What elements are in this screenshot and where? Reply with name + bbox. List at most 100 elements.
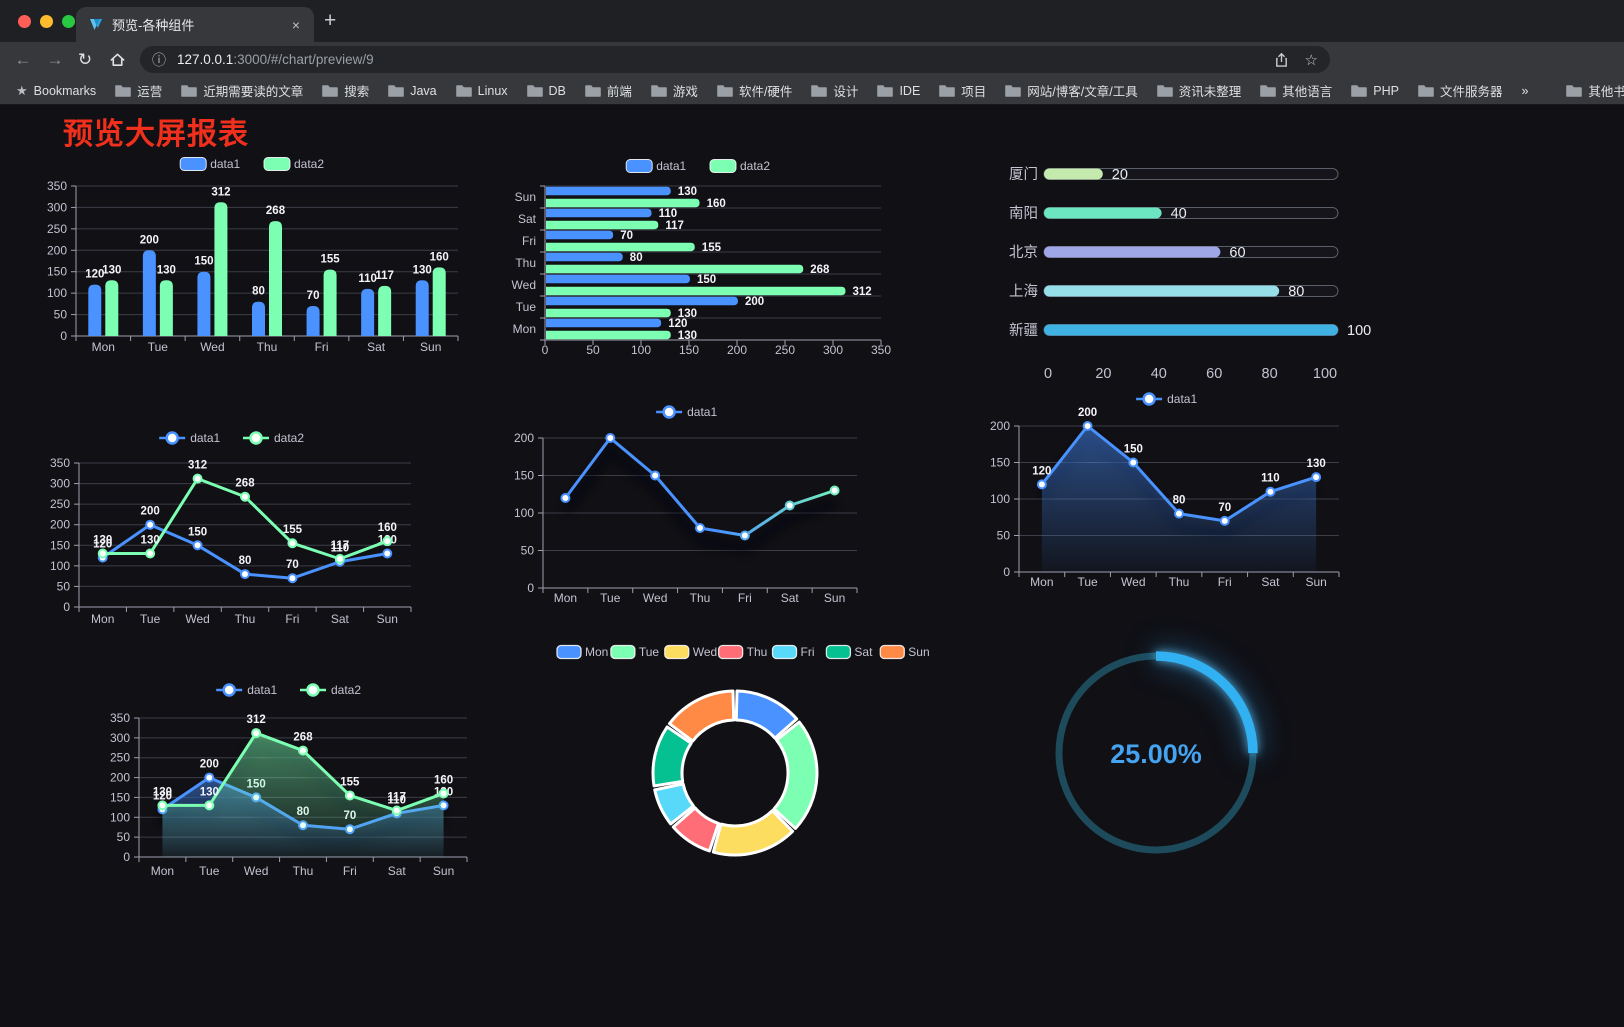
series-data1[interactable]: [560, 433, 840, 541]
back-icon[interactable]: ←: [14, 50, 32, 69]
bookmark-item[interactable]: »: [1521, 84, 1528, 98]
pie-slice-Sun[interactable]: [667, 689, 736, 743]
svg-text:南阳: 南阳: [1009, 205, 1038, 222]
svg-text:117: 117: [331, 540, 350, 552]
bookmark-item[interactable]: 运营: [115, 81, 162, 100]
legend-item-data1[interactable]: data1: [159, 431, 221, 445]
svg-text:200: 200: [745, 296, 764, 308]
chart-line-two-series[interactable]: data1 data2 0 50 100 150 200 250 300 350 Mon Tue Wed…: [45, 425, 423, 637]
svg-text:Tue: Tue: [600, 591, 621, 605]
chart-area-two-series[interactable]: data1 data2 0 50 100 150 200 250 300 350 Mon Tue Wed…: [105, 675, 477, 889]
legend-item-Mon[interactable]: Mon: [556, 644, 608, 660]
legend-item-Sat[interactable]: Sat: [825, 644, 873, 660]
progress-row-新疆[interactable]: 新疆 100: [1009, 322, 1371, 339]
progress-row-南阳[interactable]: 南阳 40: [1009, 205, 1339, 222]
bookmark-item[interactable]: 近期需要读的文章: [181, 81, 303, 100]
svg-text:130: 130: [678, 308, 697, 320]
svg-text:70: 70: [1218, 502, 1231, 514]
legend-item-Fri[interactable]: Fri: [771, 644, 815, 660]
bookmark-item[interactable]: 文件服务器: [1418, 81, 1502, 100]
home-icon[interactable]: [104, 42, 130, 77]
site-info-icon[interactable]: ⓘ: [152, 51, 166, 68]
browser-tab[interactable]: 预览-各种组件 ×: [76, 7, 314, 42]
chart-legend: data1: [656, 405, 717, 419]
legend-item-Thu[interactable]: Thu: [717, 644, 768, 660]
legend-item-data2[interactable]: data2: [263, 157, 324, 171]
bookmark-item[interactable]: 软件/硬件: [717, 81, 792, 100]
legend-item-Wed[interactable]: Wed: [664, 644, 717, 660]
chart-horizontal-bar[interactable]: data1 data2 Mon Tue Wed Thu Fri Sat Sun 0 50 100 150…: [505, 150, 897, 364]
tab-close-icon[interactable]: ×: [291, 16, 300, 33]
share-icon[interactable]: [1274, 52, 1289, 68]
pie-slice-Fri[interactable]: [653, 782, 695, 826]
bookmark-item[interactable]: 资讯未整理: [1156, 81, 1241, 100]
reload-icon[interactable]: ↻: [77, 50, 93, 69]
bookmark-item[interactable]: Java: [388, 84, 437, 98]
pie-slice-Wed[interactable]: [711, 809, 795, 857]
bookmark-item[interactable]: 其他语言: [1260, 81, 1332, 100]
series-data2[interactable]: 130 130 312 268 155 117 160: [93, 460, 397, 564]
progress-row-厦门[interactable]: 厦门 20: [1009, 166, 1339, 183]
pie-slice-Mon[interactable]: [734, 689, 799, 740]
svg-text:100: 100: [990, 492, 1010, 506]
legend-item-data1[interactable]: data1: [1136, 392, 1197, 406]
series-data2[interactable]: 130 130 312 268 155 117 160: [546, 198, 872, 342]
bookmark-item[interactable]: Linux: [455, 84, 508, 98]
progress-row-上海[interactable]: 上海 80: [1009, 283, 1339, 300]
legend-item-data1[interactable]: data1: [179, 157, 241, 171]
bookmark-item[interactable]: ★ Bookmarks: [16, 83, 96, 99]
bookmark-star-icon[interactable]: ☆: [1304, 51, 1318, 69]
bookmark-item[interactable]: 其他书签: [1566, 81, 1624, 100]
bookmark-item[interactable]: 项目: [939, 81, 986, 100]
legend-item-data1[interactable]: data1: [656, 405, 717, 419]
chart-grouped-bar[interactable]: data1 data2 0 50 100 150 200 250 300 350 Mon Tue Wed…: [40, 148, 470, 366]
bookmark-item[interactable]: IDE: [877, 84, 920, 98]
bookmark-item[interactable]: 网站/博客/文章/工具: [1005, 81, 1138, 100]
chart-line-area[interactable]: data1 0 50 100 150 200 Mon Tue Wed Thu Fri Sat Sun 12…: [985, 388, 1353, 598]
bookmark-label: 软件/硬件: [738, 85, 793, 99]
svg-text:Fri: Fri: [522, 234, 536, 248]
forward-icon[interactable]: →: [46, 50, 64, 69]
minimize-window-button[interactable]: [40, 15, 53, 28]
close-window-button[interactable]: [18, 15, 31, 28]
chart-progress-bars[interactable]: 厦门 20 南阳 40 北京 60 上海 80 新疆 100 0 20 40 60 80 100: [990, 150, 1382, 390]
legend-item-data1[interactable]: data1: [625, 159, 687, 173]
pie-slice-Tue[interactable]: [772, 720, 819, 830]
bookmark-item[interactable]: 搜索: [322, 81, 369, 100]
legend-item-Sun[interactable]: Sun: [879, 644, 930, 660]
legend-item-Tue[interactable]: Tue: [610, 644, 660, 660]
svg-text:130: 130: [141, 535, 160, 547]
chart-donut-pie[interactable]: Mon Tue Wed Thu Fri Sat Sun: [555, 638, 930, 870]
progress-row-北京[interactable]: 北京 60: [1009, 244, 1339, 261]
chart-line-gradient[interactable]: data1 0 50 100 150 200 Mon Tue Wed Thu Fri Sat Sun: [505, 398, 873, 612]
zoom-window-button[interactable]: [62, 15, 75, 28]
folder-icon: [1566, 85, 1583, 97]
svg-text:Sat: Sat: [367, 340, 386, 354]
bookmark-item[interactable]: 前端: [585, 81, 632, 100]
pie-slice-Sat[interactable]: [651, 725, 693, 788]
new-tab-button[interactable]: +: [324, 9, 337, 32]
svg-text:130: 130: [678, 186, 697, 198]
series-data2[interactable]: 130 130 312 268 155 117 160: [153, 714, 453, 857]
bookmark-item[interactable]: PHP: [1351, 84, 1399, 98]
legend-item-data2[interactable]: data2: [300, 683, 361, 697]
bookmark-item[interactable]: 游戏: [651, 81, 698, 100]
svg-text:130: 130: [413, 264, 432, 276]
pie-slice-Thu[interactable]: [671, 806, 720, 853]
legend-item-data2[interactable]: data2: [243, 431, 304, 445]
bookmark-item[interactable]: DB: [526, 84, 566, 98]
svg-text:120: 120: [85, 269, 104, 281]
bookmark-item[interactable]: 设计: [811, 81, 858, 100]
series-data2[interactable]: 130 130 312 268 155 117 160: [102, 186, 449, 336]
chart-gauge-progress[interactable]: 25.00%: [1045, 640, 1271, 868]
svg-text:130: 130: [93, 535, 112, 547]
legend-item-data2[interactable]: data2: [709, 159, 770, 173]
address-bar[interactable]: ⓘ 127.0.0.1 :3000/#/chart/preview/9 ☆: [140, 46, 1330, 73]
svg-text:50: 50: [117, 830, 131, 844]
bookmark-label: 项目: [961, 85, 987, 99]
legend-item-data1[interactable]: data1: [216, 683, 278, 697]
